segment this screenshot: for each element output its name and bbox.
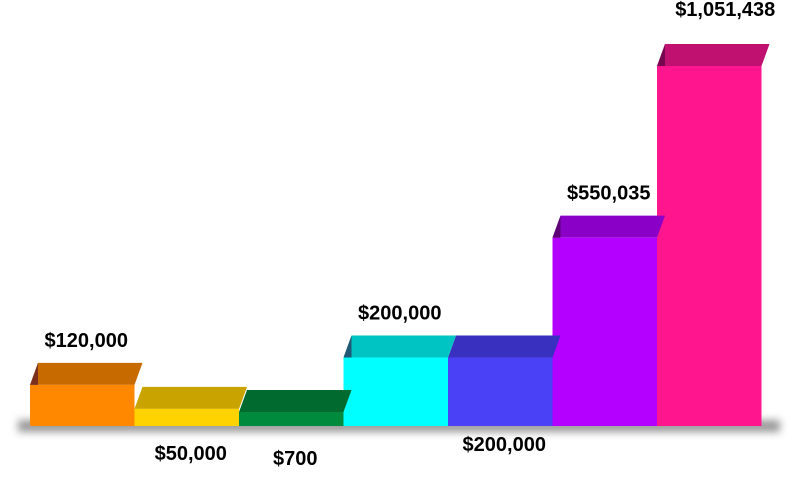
bar-7-top xyxy=(657,44,770,66)
bar-1-top xyxy=(30,362,143,385)
bar-4-top xyxy=(343,335,456,358)
bar-3-front xyxy=(239,412,344,426)
bar-7-front xyxy=(657,66,762,426)
bar-2 xyxy=(134,386,247,426)
bar-5-top xyxy=(448,335,561,358)
bar-6-value-label: $550,035 xyxy=(567,183,650,205)
bar-5-front xyxy=(448,357,553,426)
bar-3-value-label: $700 xyxy=(273,448,318,470)
bar-7-value-label: $1,051,438 xyxy=(675,0,775,21)
bar-6-front xyxy=(552,237,657,426)
bar-3-top xyxy=(239,390,352,412)
bar-2-top xyxy=(134,386,247,409)
bar-4-front xyxy=(343,357,448,426)
bar-5-value-label: $200,000 xyxy=(463,434,546,456)
value-labels-group: $120,000 $50,000 $700 $200,000 $200,000 $550,… xyxy=(45,0,776,470)
bar-4-value-label: $200,000 xyxy=(358,303,441,325)
bar-1-value-label: $120,000 xyxy=(45,330,128,352)
bar-6-top xyxy=(552,215,665,238)
bars-group xyxy=(30,44,770,426)
bar-2-value-label: $50,000 xyxy=(155,443,227,465)
bar-2-front xyxy=(134,408,239,426)
bar-6 xyxy=(552,215,665,426)
bar-4 xyxy=(343,335,456,426)
bar-3 xyxy=(239,390,352,426)
bar-1-front xyxy=(30,384,135,426)
bar-1 xyxy=(30,362,143,426)
bar-5 xyxy=(448,335,561,426)
bar-7 xyxy=(657,44,770,426)
